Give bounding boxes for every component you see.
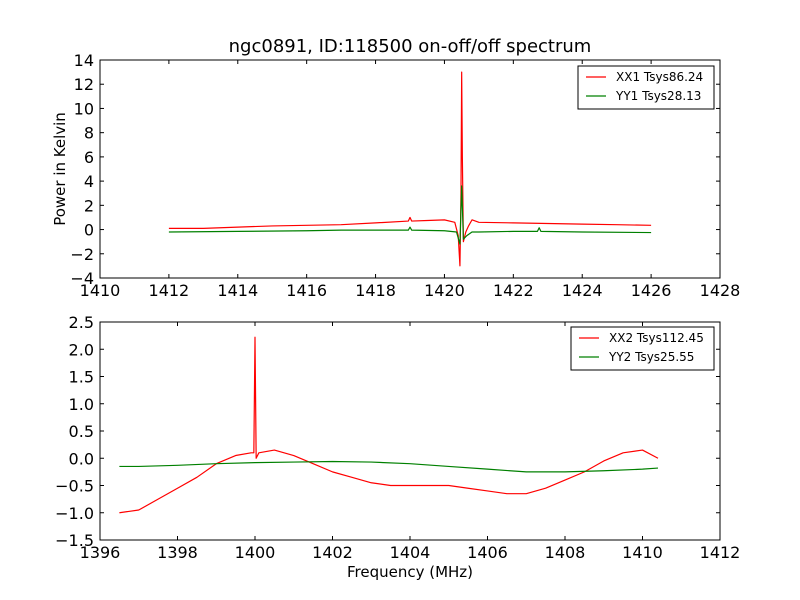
top-chart-x-tick-label: 1428	[700, 281, 741, 300]
bottom-chart-y-tick-label: 0.5	[69, 422, 94, 441]
top-chart-y-tick-label: 2	[84, 196, 94, 215]
bottom-chart-y-tick-label: 0.0	[69, 449, 94, 468]
bottom-chart-y-tick-label: −0.5	[55, 477, 94, 496]
bottom-chart-x-axis-label: Frequency (MHz)	[347, 563, 473, 581]
top-chart-legend: XX1 Tsys86.24 YY1 Tsys28.13	[577, 65, 715, 110]
bottom-chart-y-tick-label: 2.0	[69, 340, 94, 359]
top-chart: ngc0891, ID:118500 on-off/off spectrum P…	[51, 36, 740, 300]
top-chart-y-tick-label: 6	[84, 148, 94, 167]
top-chart-y-tick-label: −4	[70, 269, 94, 288]
bottom-chart-x-tick-label: 1410	[622, 543, 663, 562]
top-chart-x-tick-label: 1424	[562, 281, 603, 300]
bottom-chart-series-1-line	[119, 336, 659, 514]
bottom-chart-legend: XX2 Tsys112.45 YY2 Tsys25.55	[570, 326, 715, 371]
bottom-chart-x-tick-label: 1406	[467, 543, 508, 562]
top-chart-x-tick-label: 1426	[631, 281, 672, 300]
top-chart-x-tick-label: 1412	[149, 281, 190, 300]
top-chart-x-tick-label: 1416	[286, 281, 327, 300]
bottom-chart-y-tick-label: 2.5	[69, 313, 94, 332]
bottom-chart-x-tick-label: 1408	[545, 543, 586, 562]
bottom-chart-legend-label: XX2 Tsys112.45	[609, 331, 704, 345]
top-chart-legend-box	[577, 65, 715, 110]
top-chart-series-1-line	[168, 71, 652, 267]
top-chart-legend-label: YY1 Tsys28.13	[615, 89, 701, 103]
bottom-chart-x-tick-label: 1398	[157, 543, 198, 562]
bottom-chart-legend-label: YY2 Tsys25.55	[608, 350, 694, 364]
bottom-chart-x-tick-label: 1402	[312, 543, 353, 562]
top-chart-x-tick-label: 1420	[424, 281, 465, 300]
top-chart-y-tick-label: 8	[84, 124, 94, 143]
top-chart-series-2-line	[168, 185, 652, 245]
bottom-chart-legend-box	[570, 326, 715, 371]
bottom-chart-y-tick-label: −1.0	[55, 504, 94, 523]
top-chart-y-tick-label: −2	[70, 245, 94, 264]
top-chart-x-tick-label: 1418	[355, 281, 396, 300]
top-chart-y-tick-label: 12	[74, 75, 94, 94]
bottom-chart-series-2-line	[119, 460, 659, 473]
top-chart-x-tick-label: 1410	[80, 281, 121, 300]
top-chart-y-tick-label: 4	[84, 172, 94, 191]
top-chart-frame	[99, 59, 721, 279]
top-chart-legend-label: XX1 Tsys86.24	[616, 70, 703, 84]
top-chart-y-tick-label: 0	[84, 221, 94, 240]
top-chart-y-axis-label: Power in Kelvin	[51, 112, 69, 226]
top-chart-x-tick-label: 1414	[217, 281, 258, 300]
top-chart-title: ngc0891, ID:118500 on-off/off spectrum	[229, 36, 592, 57]
bottom-chart-x-tick-label: 1404	[390, 543, 431, 562]
bottom-chart-x-tick-label: 1412	[700, 543, 741, 562]
bottom-chart-x-tick-label: 1396	[80, 543, 121, 562]
top-chart-x-tick-label: 1422	[493, 281, 534, 300]
bottom-chart-y-tick-label: 1.0	[69, 395, 94, 414]
top-chart-y-tick-label: 14	[74, 51, 94, 70]
bottom-chart: Frequency (MHz) 1396 1398 1400 1402 1404 1406…	[55, 313, 740, 581]
top-chart-y-tick-label: 10	[74, 99, 94, 118]
bottom-chart-x-tick-label: 1400	[235, 543, 276, 562]
bottom-chart-y-tick-label: −1.5	[55, 531, 94, 550]
bottom-chart-y-tick-label: 1.5	[69, 368, 94, 387]
